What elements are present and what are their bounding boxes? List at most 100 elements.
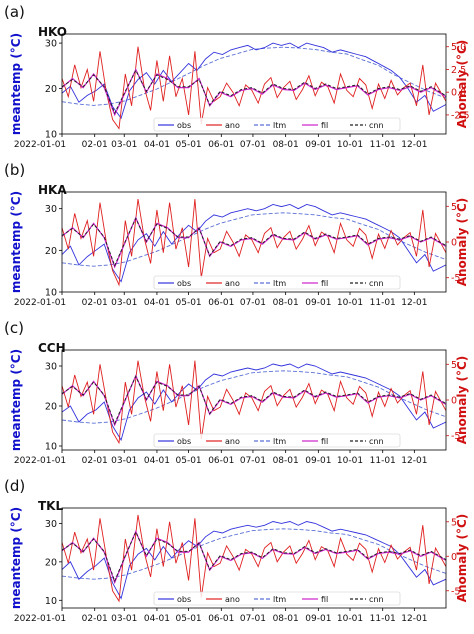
y2-axis-label: Anomaly (°C) (455, 40, 469, 129)
y2-tick-label: 0.0 (451, 88, 466, 99)
x-tick-label: 09-01 (305, 140, 331, 150)
x-tick-label: 09-01 (305, 456, 331, 466)
legend: obs ano ltm fil cnn (153, 591, 401, 606)
legend-label-cnn: cnn (369, 437, 384, 446)
x-tick-label: 05-01 (176, 140, 202, 150)
x-tick-label: 06-01 (208, 298, 234, 308)
y2-tick-label: 5 (451, 202, 457, 213)
series-line-ano (62, 46, 446, 130)
x-tick-label: 05-01 (176, 456, 202, 466)
x-tick-label: 2022-01-01 (14, 456, 66, 466)
x-tick-label: 11-01 (370, 298, 396, 308)
series-line-ano (62, 199, 446, 287)
plot-frame (61, 33, 447, 135)
legend-label-ano: ano (225, 279, 240, 288)
x-tick-label: 12-01 (401, 614, 427, 624)
x-tick-label: 03-01 (111, 614, 137, 624)
legend-label-obs: obs (177, 595, 191, 604)
series-line-cnn (62, 530, 446, 583)
x-tick-label: 02-01 (82, 140, 108, 150)
series-line-ltm (62, 212, 446, 267)
x-tick-label: 07-01 (240, 614, 266, 624)
y-tick-label: 10 (45, 288, 57, 299)
x-tick-label: 08-01 (273, 140, 299, 150)
y-tick-label: 30 (45, 204, 57, 215)
y-axis-label: meantemp (°C) (9, 349, 23, 451)
x-tick-label: 10-01 (337, 140, 363, 150)
series-line-obs (62, 521, 446, 600)
legend-label-obs: obs (177, 279, 191, 288)
x-tick-label: 11-01 (370, 614, 396, 624)
y2-tick-label: -5 (451, 586, 460, 597)
x-tick-label: 07-01 (240, 140, 266, 150)
chart-panel-4: (d) TKL 10 20 30 -5 0 5 2022-01-01 02-01 03-01 04-0… (4, 477, 469, 624)
series-group (62, 199, 446, 287)
x-tick-label: 07-01 (240, 298, 266, 308)
x-tick-label: 08-01 (273, 298, 299, 308)
y-tick-label: 20 (45, 84, 57, 95)
panel-station-title: CCH (38, 341, 66, 355)
x-tick-label: 10-01 (337, 614, 363, 624)
x-tick-label: 07-01 (240, 456, 266, 466)
panel-letter: (d) (4, 477, 25, 495)
x-tick-label: 03-01 (111, 140, 137, 150)
series-group (62, 360, 446, 445)
y2-tick-label: -5 (451, 273, 460, 284)
legend-label-cnn: cnn (369, 595, 384, 604)
y-tick-label: 30 (45, 362, 57, 373)
legend-box (153, 275, 401, 290)
panel-station-title: HKA (38, 183, 67, 197)
series-group (62, 42, 446, 130)
y2-axis-label: Anomaly (°C) (455, 198, 469, 287)
x-tick-label: 02-01 (82, 614, 108, 624)
x-tick-label: 06-01 (208, 614, 234, 624)
legend-label-cnn: cnn (369, 121, 384, 130)
y2-tick-label: -5 (451, 431, 460, 442)
x-tick-label: 06-01 (208, 456, 234, 466)
panel-letter: (a) (4, 3, 25, 21)
legend-box (153, 591, 401, 606)
legend-label-fil: fil (321, 121, 328, 130)
legend-label-fil: fil (321, 279, 328, 288)
x-tick-label: 12-01 (401, 140, 427, 150)
legend-label-ano: ano (225, 437, 240, 446)
y2-tick-label: 2.5 (451, 65, 466, 76)
x-tick-label: 03-01 (111, 298, 137, 308)
legend-label-ltm: ltm (273, 279, 286, 288)
y2-axis-label: Anomaly (°C) (455, 514, 469, 603)
legend-label-ltm: ltm (273, 437, 286, 446)
y2-tick-label: 0 (451, 238, 457, 249)
y2-tick-label: 5.0 (451, 42, 466, 53)
panel-station-title: HKO (38, 25, 67, 39)
series-line-cnn (62, 375, 446, 425)
series-line-ltm (62, 46, 446, 106)
series-line-fil (62, 68, 446, 117)
panel-letter: (c) (4, 319, 24, 337)
x-tick-label: 02-01 (82, 456, 108, 466)
legend: obs ano ltm fil cnn (153, 275, 401, 290)
chart-panel-2: (b) HKA 10 20 30 -5 0 5 2022-01-01 02-01 03-01 04-0… (4, 161, 469, 308)
series-line-cnn (62, 69, 446, 115)
x-tick-label: 12-01 (401, 298, 427, 308)
legend-label-fil: fil (321, 437, 328, 446)
x-tick-label: 2022-01-01 (14, 298, 66, 308)
y-tick-label: 10 (45, 130, 57, 141)
chart-panel-1: (a) HKO 10 20 30 -2.5 0.0 2.5 5.0 2022-01-01 02-01… (4, 3, 470, 150)
series-line-fil (62, 374, 446, 427)
x-tick-label: 08-01 (273, 456, 299, 466)
x-tick-label: 2022-01-01 (14, 140, 66, 150)
legend-label-obs: obs (177, 437, 191, 446)
chart-panel-3: (c) CCH 10 20 30 -5 0 5 2022-01-01 02-01 03-01 04-0… (4, 319, 469, 466)
series-line-ltm (62, 370, 446, 424)
series-line-fil (62, 529, 446, 585)
x-tick-label: 11-01 (370, 140, 396, 150)
y-axis-label: meantemp (°C) (9, 191, 23, 293)
series-line-ltm (62, 528, 446, 580)
y-tick-label: 10 (45, 442, 57, 453)
x-tick-label: 09-01 (305, 298, 331, 308)
x-tick-label: 03-01 (111, 456, 137, 466)
legend-box (153, 433, 401, 448)
x-tick-label: 09-01 (305, 614, 331, 624)
y-tick-label: 20 (45, 402, 57, 413)
legend: obs ano ltm fil cnn (153, 433, 401, 448)
